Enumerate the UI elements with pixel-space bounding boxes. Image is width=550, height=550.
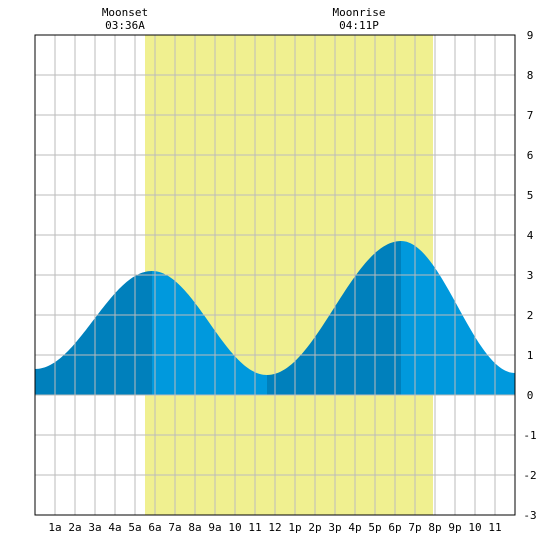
- grid-layer: [35, 35, 515, 515]
- y-tick-label: -2: [523, 469, 536, 482]
- x-tick-label: 5a: [128, 521, 141, 534]
- moon-event-time: 04:11P: [339, 19, 379, 32]
- y-tick-label: 0: [527, 389, 534, 402]
- x-tick-label: 4a: [108, 521, 121, 534]
- x-tick-label: 11: [488, 521, 501, 534]
- x-tick-label: 6p: [388, 521, 401, 534]
- x-tick-label: 10: [468, 521, 481, 534]
- y-tick-label: 1: [527, 349, 534, 362]
- x-tick-label: 9a: [208, 521, 221, 534]
- x-tick-label: 3a: [88, 521, 101, 534]
- x-tick-label: 7p: [408, 521, 421, 534]
- y-tick-label: 9: [527, 29, 534, 42]
- x-tick-label: 6a: [148, 521, 161, 534]
- y-tick-label: 6: [527, 149, 534, 162]
- x-tick-label: 8a: [188, 521, 201, 534]
- x-tick-label: 2a: [68, 521, 81, 534]
- plot-frame: [34, 34, 516, 516]
- y-tick-label: 5: [527, 189, 534, 202]
- x-tick-label: 9p: [448, 521, 461, 534]
- rising-tide-area: [267, 241, 401, 395]
- moon-event-time: 03:36A: [105, 19, 145, 32]
- y-tick-label: 4: [527, 229, 534, 242]
- x-tick-label: 1a: [48, 521, 61, 534]
- y-tick-label: -1: [523, 429, 536, 442]
- x-tick-label: 2p: [308, 521, 321, 534]
- falling-tide-area: [401, 241, 515, 395]
- x-tick-label: 7a: [168, 521, 181, 534]
- tide-area-layer: [35, 241, 515, 395]
- y-tick-label: 2: [527, 309, 534, 322]
- moon-event-label: Moonrise: [333, 6, 386, 19]
- y-tick-label: 3: [527, 269, 534, 282]
- x-tick-label: 5p: [368, 521, 381, 534]
- rising-tide-area: [35, 271, 152, 395]
- x-tick-label: 8p: [428, 521, 441, 534]
- x-tick-label: 1p: [288, 521, 301, 534]
- y-tick-label: 7: [527, 109, 534, 122]
- y-tick-labels: -3 -2 -1 0 1 2 3 4 5 6 7 8 9: [523, 29, 536, 522]
- x-tick-label: 12: [268, 521, 281, 534]
- moon-event-label: Moonset: [102, 6, 148, 19]
- x-tick-label: 3p: [328, 521, 341, 534]
- y-tick-label: 8: [527, 69, 534, 82]
- falling-tide-area: [152, 271, 267, 395]
- x-tick-labels: 1a 2a 3a 4a 5a 6a 7a 8a 9a 10 11 12 1p 2p 3p 4p 5p 6p 7p 8p…: [48, 521, 501, 534]
- x-tick-label: 4p: [348, 521, 361, 534]
- x-tick-label: 11: [248, 521, 261, 534]
- x-tick-label: 10: [228, 521, 241, 534]
- y-tick-label: -3: [523, 509, 536, 522]
